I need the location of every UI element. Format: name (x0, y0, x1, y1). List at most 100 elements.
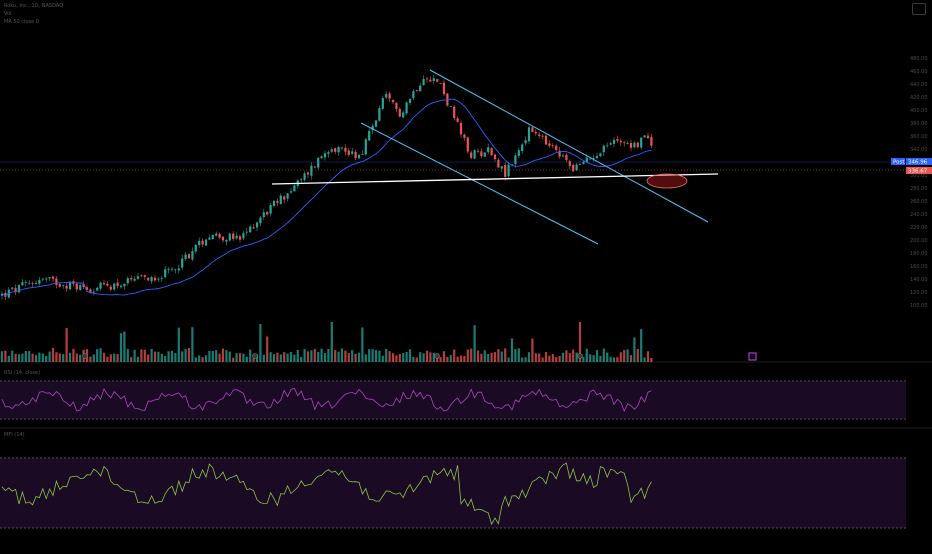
mfi-band (0, 458, 906, 528)
candle (133, 278, 136, 281)
volume-bar (96, 349, 99, 362)
volume-bar (232, 357, 235, 362)
candle (351, 151, 354, 154)
volume-bar (65, 327, 68, 362)
candle (211, 234, 214, 239)
volume-bar (184, 348, 187, 362)
volume-bar (385, 348, 388, 362)
volume-bar (337, 351, 340, 362)
volume-bar (157, 351, 160, 362)
volume-bar (568, 352, 571, 362)
candle (578, 163, 582, 165)
candle (102, 283, 106, 285)
volume-bar (429, 352, 432, 362)
volume-bar (626, 349, 629, 362)
candle (453, 106, 456, 119)
volume-bar (585, 348, 588, 362)
mfi-legend: MFI (14) (4, 432, 25, 438)
volume-bar (238, 353, 242, 362)
candle (45, 278, 48, 280)
event-marker-icon (252, 353, 258, 359)
candle (174, 269, 177, 271)
volume-bar (425, 350, 429, 362)
price-scale-label: 360.00 (910, 134, 928, 140)
candle (79, 285, 82, 290)
volume-bar (415, 357, 418, 362)
volume-bar (606, 352, 609, 362)
candle (558, 150, 561, 157)
candle (252, 227, 255, 229)
candle (21, 282, 24, 286)
volume-bar (215, 350, 218, 362)
indicator-bands (0, 380, 906, 529)
indicators (1, 387, 652, 526)
candle (82, 283, 85, 288)
candle (48, 277, 51, 279)
candle (262, 212, 265, 218)
volume-bar (527, 352, 531, 362)
candle (347, 150, 350, 155)
candle (606, 145, 609, 147)
volume-bar (340, 348, 344, 362)
volume-bar (572, 349, 575, 362)
alert-marker (748, 352, 757, 361)
candle (167, 268, 170, 270)
volume-bar (544, 351, 548, 362)
price-scale-label: 120.00 (910, 290, 928, 296)
candle (565, 154, 568, 161)
volume-bar (524, 357, 527, 362)
settings-button[interactable] (912, 3, 926, 15)
candle (490, 148, 493, 156)
volume-bar (347, 353, 350, 362)
volume-bar (599, 355, 602, 362)
last-value-tag (906, 167, 932, 174)
candle (599, 153, 602, 157)
volume-bar (289, 351, 293, 362)
candle (425, 78, 429, 80)
candle (388, 93, 391, 99)
candle (119, 285, 123, 288)
candle (31, 283, 34, 284)
candle (198, 240, 201, 246)
volume-bar (269, 352, 272, 362)
candle (633, 142, 636, 148)
volume-bar (58, 353, 61, 362)
volume-bar (279, 354, 282, 362)
candle (143, 275, 146, 277)
volume-bar (79, 354, 82, 362)
volume-bar (170, 350, 174, 362)
candle (463, 134, 466, 138)
volume-bar (473, 325, 476, 362)
candle (62, 285, 65, 287)
candle (521, 144, 524, 152)
candle (323, 153, 327, 158)
volume-bar (476, 350, 480, 362)
volume-bar (398, 354, 401, 362)
volume-bar (609, 356, 612, 362)
channel-lower-line (360, 122, 599, 245)
candle (201, 240, 204, 245)
candle (38, 280, 41, 284)
volume-bar (558, 355, 561, 362)
candle (136, 276, 140, 279)
volume-bar (113, 353, 116, 362)
candle (555, 145, 558, 150)
candle (473, 150, 476, 159)
volume-bar (17, 354, 21, 362)
volume-bar (293, 354, 296, 362)
volume-bar (412, 356, 415, 362)
candle (51, 276, 55, 279)
candle (28, 282, 31, 284)
candle (551, 145, 554, 147)
mfi-line (1, 462, 652, 526)
volume-bar (565, 350, 568, 362)
price-scale-label: 140.00 (910, 277, 928, 283)
candle (361, 153, 364, 155)
candle (405, 102, 408, 114)
volume-bar (334, 350, 337, 362)
rsi-band (0, 381, 906, 419)
candle (456, 118, 459, 122)
candle (531, 127, 534, 132)
